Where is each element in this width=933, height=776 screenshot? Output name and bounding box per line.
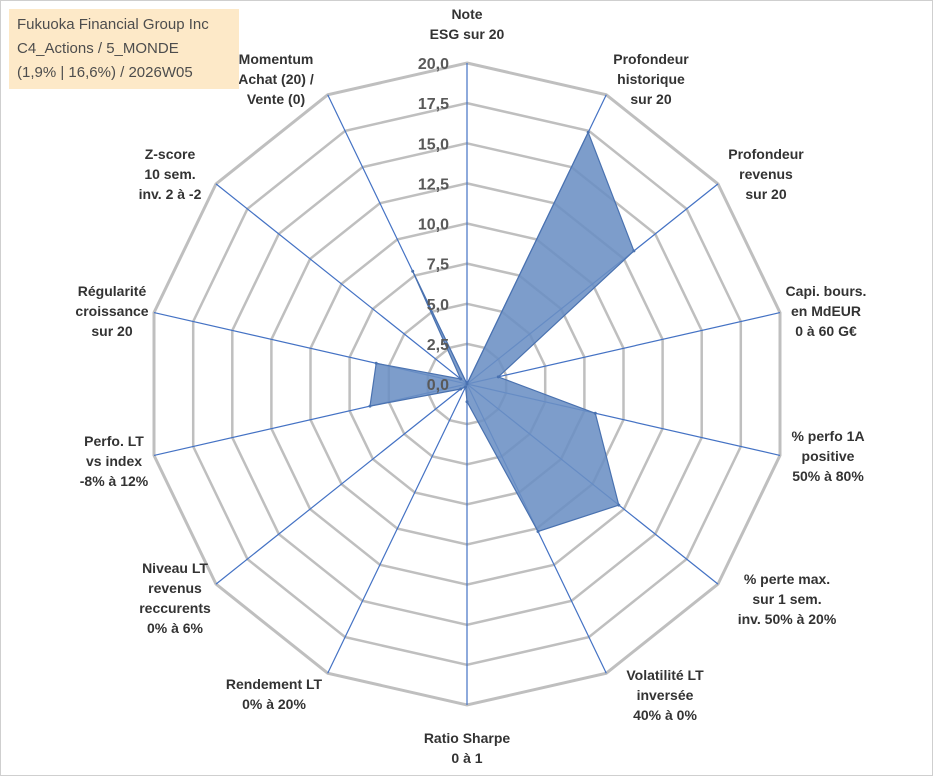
axis-spoke-3 [466,312,781,385]
tick-label-7: 17,5 [418,96,449,113]
axis-spoke-9 [215,383,468,585]
axis-label-9-line-2: reccurents [139,600,211,616]
data-point-1 [586,130,590,134]
data-point-2 [632,249,636,253]
axis-label-3-line-0: Capi. bours. [786,283,867,299]
axis-label-7: Ratio Sharpe 0 à 1 [424,730,511,766]
tick-label-1: 2,5 [427,337,449,354]
axis-label-1-line-0: Profondeur [613,51,689,67]
tick-label-5: 12,5 [418,176,449,193]
axis-label-10-line-0: Perfo. LT [84,433,144,449]
axis-label-0: Note ESG sur 20 [430,6,505,42]
axis-label-5: % perte max. sur 1 sem. inv. 50% à 20% [738,571,837,627]
axis-label-8: Rendement LT 0% à 20% [226,676,323,712]
category-label-layer: Note ESG sur 20 Profondeur historique sur 20… [75,6,866,766]
axis-label-12: Z-score 10 sem. inv. 2 à -2 [139,146,202,202]
axis-label-13: Momentum Achat (20) / Vente (0) [238,51,314,107]
axis-label-2-line-0: Profondeur [728,146,804,162]
axis-label-12-line-2: inv. 2 à -2 [139,186,202,202]
data-point-13 [411,269,415,273]
data-point-4 [593,411,597,415]
axis-label-11-line-1: croissance [75,303,148,319]
axis-label-10-line-1: vs index [86,453,142,469]
tick-label-0: 0,0 [427,377,449,394]
axis-label-4: % perfo 1A positive 50% à 80% [791,428,864,484]
data-point-9 [459,387,463,391]
axis-label-13-line-1: Achat (20) / [238,71,314,87]
axis-label-4-line-1: positive [802,448,855,464]
axis-label-2-line-1: revenus [739,166,793,182]
axis-spoke-12 [215,183,468,385]
data-point-3 [496,375,500,379]
tick-layer: 0,0 2,5 5,0 7,5 10,0 12,5 15,0 17,5 20,0 [418,56,449,394]
axis-label-7-line-1: 0 à 1 [451,750,482,766]
axis-label-3-line-2: 0 à 60 G€ [795,323,857,339]
axis-label-6-line-2: 40% à 0% [633,707,697,723]
axis-label-2: Profondeur revenus sur 20 [728,146,804,202]
axis-label-11-line-2: sur 20 [91,323,132,339]
data-point-12 [459,377,463,381]
axis-label-1-line-2: sur 20 [630,91,671,107]
axis-label-1-line-1: historique [617,71,685,87]
axis-label-8-line-1: 0% à 20% [242,696,306,712]
axis-label-8-line-0: Rendement LT [226,676,323,692]
axis-label-9: Niveau LT revenus reccurents 0% à 6% [139,560,211,636]
data-point-6 [536,530,540,533]
data-point-5 [617,503,621,507]
tick-label-6: 15,0 [418,136,449,153]
axis-label-4-line-0: % perfo 1A [791,428,864,444]
axis-label-9-line-3: 0% à 6% [147,620,204,636]
data-point-11 [374,361,378,365]
axis-label-11: Régularité croissance sur 20 [75,283,148,339]
axis-label-13-line-2: Vente (0) [247,91,305,107]
axis-label-6: Volatilité LT inversée 40% à 0% [626,667,704,723]
chart-title-line-2: C4_Actions / 5_MONDE [17,40,179,57]
axis-label-1: Profondeur historique sur 20 [613,51,689,107]
axis-label-5-line-2: inv. 50% à 20% [738,611,837,627]
axis-label-6-line-1: inversée [637,687,694,703]
tick-label-4: 10,0 [418,217,449,234]
axis-label-0-line-0: Note [451,6,482,22]
data-point-8 [464,385,468,389]
axis-spoke-8 [327,383,468,674]
axis-label-10: Perfo. LT vs index -8% à 12% [80,433,149,489]
axis-label-7-line-0: Ratio Sharpe [424,730,511,746]
chart-title-line-3: (1,9% | 16,6%) / 2026W05 [17,64,193,81]
axis-label-9-line-1: revenus [148,580,202,596]
tick-label-2: 5,0 [427,297,449,314]
axis-label-9-line-0: Niveau LT [142,560,208,576]
data-point-7 [465,400,469,404]
axis-label-12-line-1: 10 sem. [144,166,195,182]
axis-label-2-line-2: sur 20 [745,186,786,202]
axis-label-5-line-0: % perte max. [744,571,830,587]
axis-label-0-line-1: ESG sur 20 [430,26,505,42]
axis-label-13-line-0: Momentum [239,51,314,67]
axis-label-6-line-0: Volatilité LT [626,667,704,683]
series-layer [368,130,636,533]
axis-label-3-line-1: en MdEUR [791,303,861,319]
axis-label-12-line-0: Z-score [145,146,196,162]
data-point-0 [465,382,469,386]
data-point-10 [368,404,372,408]
chart-title-box: Fukuoka Financial Group Inc C4_Actions /… [9,9,239,89]
axis-label-5-line-1: sur 1 sem. [752,591,821,607]
chart-title-line-1: Fukuoka Financial Group Inc [17,16,209,33]
tick-label-3: 7,5 [427,257,449,274]
axis-label-3: Capi. bours. en MdEUR 0 à 60 G€ [786,283,867,339]
tick-label-8: 20,0 [418,56,449,73]
axis-label-11-line-0: Régularité [78,283,147,299]
axis-label-4-line-2: 50% à 80% [792,468,864,484]
axis-label-10-line-2: -8% à 12% [80,473,149,489]
